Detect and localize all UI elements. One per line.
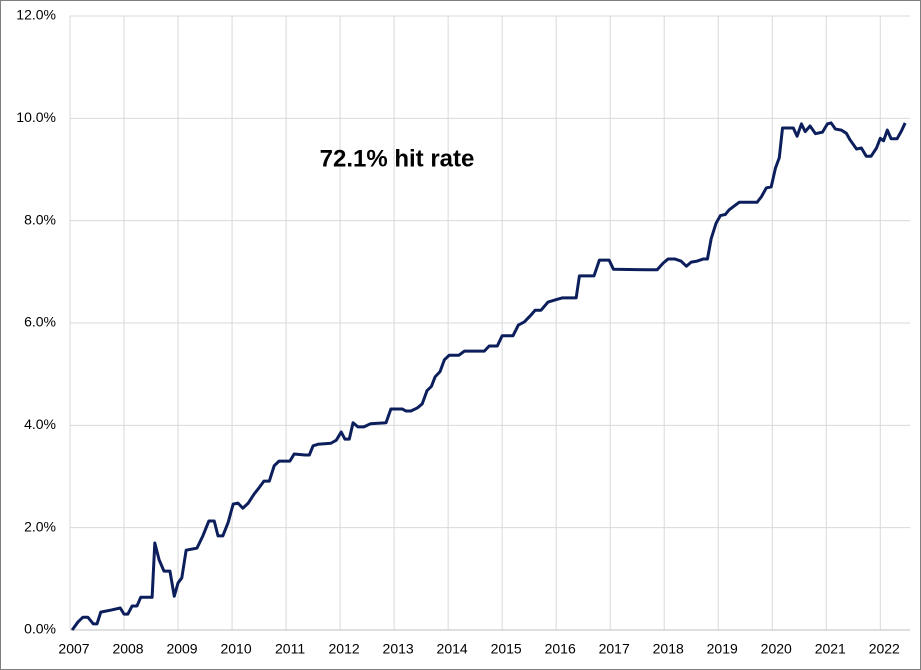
y-tick-label: 2.0% [24,518,56,534]
y-tick-label: 8.0% [24,211,56,227]
x-tick-label: 2022 [869,641,900,657]
x-tick-label: 2008 [112,641,143,657]
x-tick-label: 2016 [545,641,576,657]
x-tick-label: 2007 [58,641,89,657]
annotation: 72.1% hit rate [320,145,475,172]
x-tick-label: 2021 [815,641,846,657]
x-tick-label: 2017 [599,641,630,657]
x-tick-label: 2015 [491,641,522,657]
y-tick-label: 4.0% [24,416,56,432]
x-tick-label: 2018 [653,641,684,657]
x-tick-label: 2010 [220,641,251,657]
x-tick-label: 2020 [761,641,792,657]
x-tick-label: 2012 [329,641,360,657]
x-tick-label: 2013 [383,641,414,657]
data-line [70,121,907,631]
x-tick-label: 2009 [166,641,197,657]
x-tick-label: 2011 [275,641,305,657]
x-tick-label: 2014 [437,641,468,657]
x-tick-label: 2019 [707,641,738,657]
y-tick-label: 0.0% [24,621,56,637]
y-tick-label: 6.0% [24,314,56,330]
y-tick-label: 12.0% [16,7,56,23]
y-tick-label: 10.0% [16,109,56,125]
